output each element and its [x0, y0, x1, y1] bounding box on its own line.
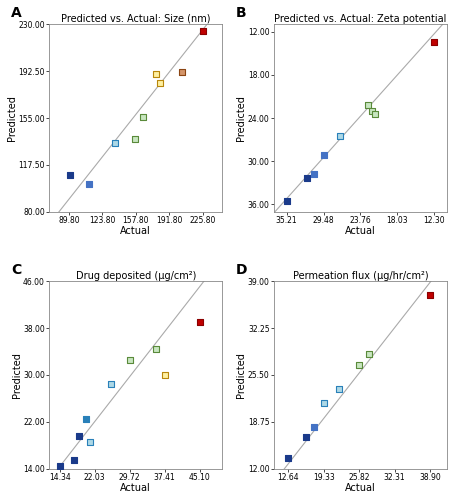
- Point: [85, 180, 92, 188]
- Point: [310, 170, 317, 178]
- Point: [152, 70, 159, 78]
- Text: D: D: [236, 262, 247, 276]
- Point: [161, 371, 168, 379]
- Point: [371, 110, 379, 118]
- Point: [335, 385, 342, 393]
- Y-axis label: Predicted: Predicted: [12, 352, 22, 398]
- Point: [199, 26, 207, 34]
- Text: C: C: [11, 262, 21, 276]
- Title: Drug deposited (μg/cm²): Drug deposited (μg/cm²): [75, 270, 196, 280]
- Point: [112, 139, 119, 147]
- Point: [368, 107, 375, 115]
- Point: [320, 152, 327, 160]
- Point: [196, 318, 203, 326]
- Y-axis label: Predicted: Predicted: [237, 95, 247, 141]
- Text: B: B: [236, 6, 246, 20]
- Point: [303, 434, 310, 442]
- Point: [86, 438, 94, 446]
- Point: [178, 68, 186, 76]
- Point: [336, 132, 343, 140]
- Point: [131, 135, 138, 143]
- X-axis label: Actual: Actual: [345, 226, 376, 236]
- Point: [139, 113, 147, 121]
- Point: [321, 398, 328, 406]
- Point: [356, 360, 363, 368]
- Point: [82, 415, 89, 423]
- X-axis label: Actual: Actual: [120, 483, 151, 493]
- Point: [57, 462, 64, 469]
- Point: [365, 101, 372, 109]
- Point: [304, 174, 311, 182]
- Y-axis label: Predicted: Predicted: [7, 95, 17, 141]
- Point: [66, 172, 74, 179]
- Title: Predicted vs. Actual: Size (nm): Predicted vs. Actual: Size (nm): [61, 14, 211, 24]
- Point: [427, 291, 434, 299]
- Point: [283, 197, 290, 205]
- Point: [107, 380, 114, 388]
- Title: Permeation flux (μg/hr/cm²): Permeation flux (μg/hr/cm²): [292, 270, 428, 280]
- Title: Predicted vs. Actual: Zeta potential: Predicted vs. Actual: Zeta potential: [274, 14, 447, 24]
- Point: [365, 350, 372, 358]
- Point: [284, 454, 291, 462]
- Point: [126, 356, 133, 364]
- Y-axis label: Predicted: Predicted: [237, 352, 247, 398]
- Text: A: A: [11, 6, 22, 20]
- Point: [156, 79, 163, 87]
- X-axis label: Actual: Actual: [345, 483, 376, 493]
- Point: [153, 344, 160, 352]
- Point: [75, 432, 82, 440]
- Point: [430, 38, 438, 46]
- Point: [70, 456, 78, 464]
- Point: [311, 423, 318, 431]
- X-axis label: Actual: Actual: [120, 226, 151, 236]
